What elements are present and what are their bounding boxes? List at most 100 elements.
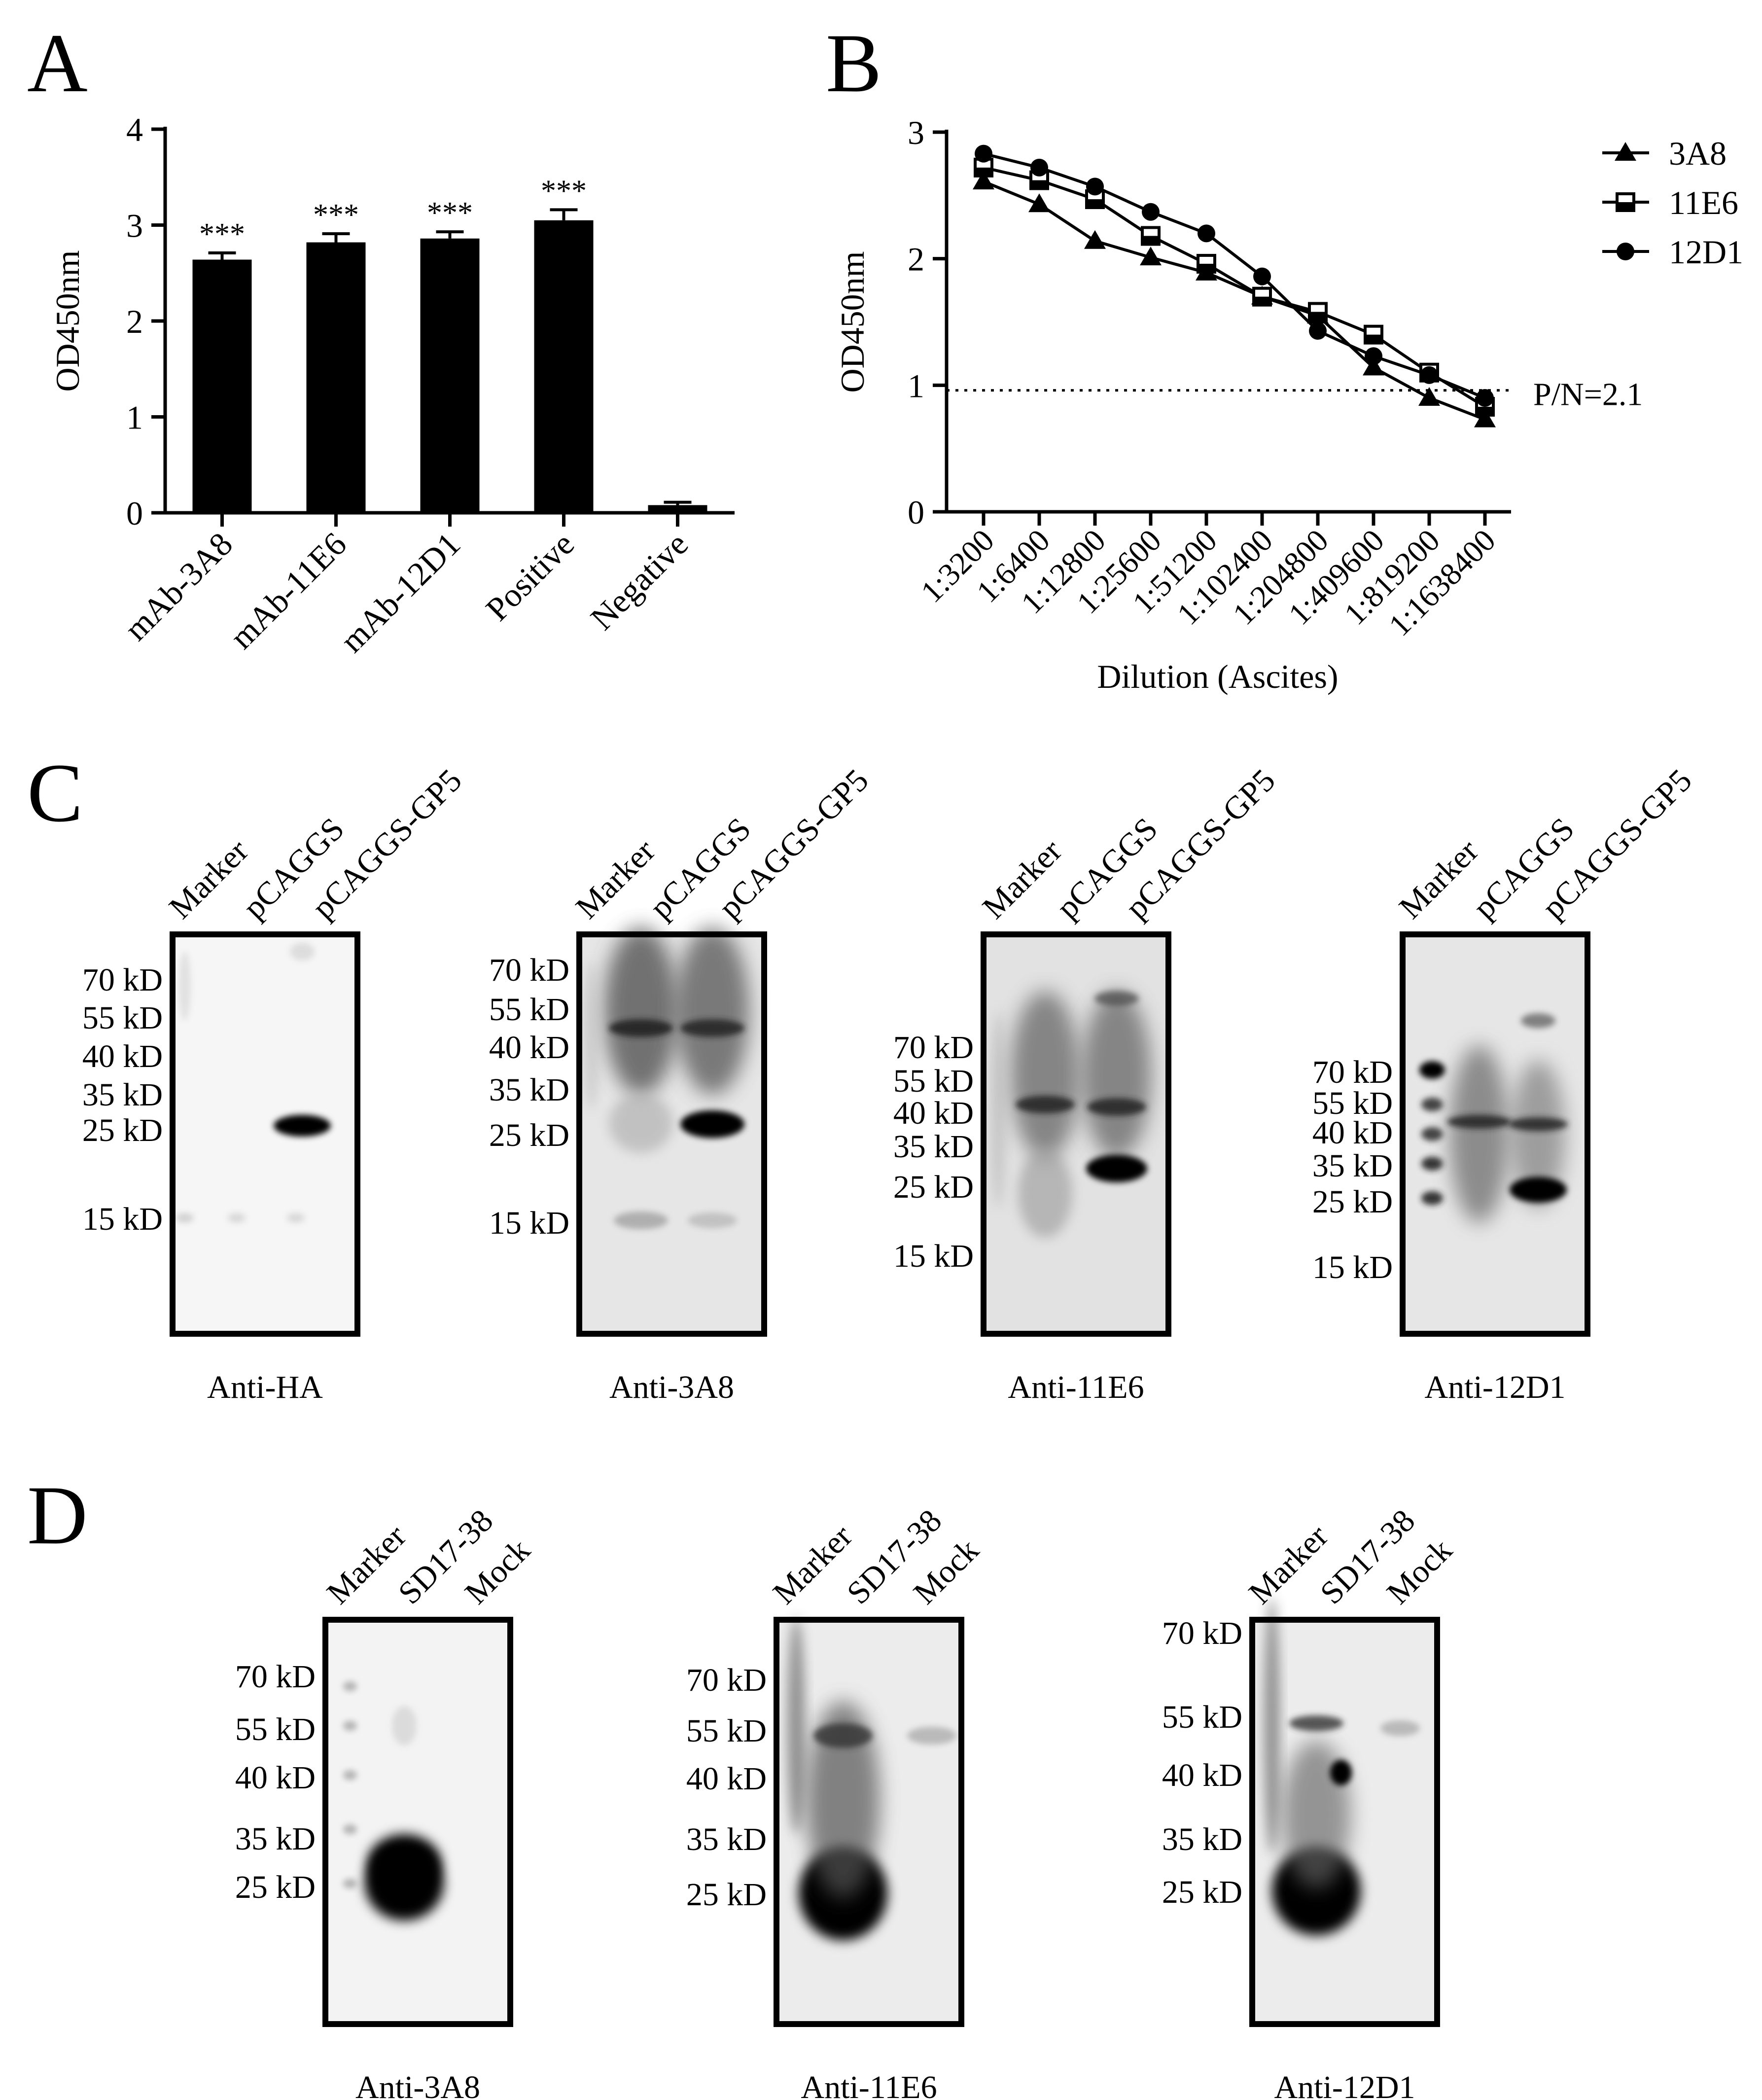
band [1330,1760,1352,1785]
panel-letter-b: B [826,17,881,109]
square-marker-fill [1254,296,1270,305]
marker-label: 40 kD [489,1030,569,1066]
band [290,943,315,961]
circle-marker [1198,224,1215,243]
series-line [983,180,1486,421]
x-tick-label: mAb-11E6 [222,525,353,656]
marker-label: 35 kD [1312,1148,1393,1184]
band [343,1770,357,1780]
band [806,1701,880,1898]
blot-frame [170,931,360,1337]
circle-marker [1420,366,1438,384]
panel-letter-a: A [27,17,88,109]
band [1264,1598,1280,1854]
marker-label: 40 kD [1162,1757,1242,1793]
circle-marker [1253,267,1271,285]
blot-caption: Anti-12D1 [1274,2069,1415,2100]
band [688,1212,737,1228]
band [1380,1720,1420,1736]
circle-marker [1142,203,1160,221]
bar [648,505,707,513]
square-marker-fill [1365,334,1382,343]
marker-label: 25 kD [82,1112,163,1148]
line-chart-panel-b: 0123OD450nm1:32001:64001:128001:256001:5… [834,114,1743,695]
legend-label: 12D1 [1669,233,1743,271]
marker-label: 35 kD [1162,1821,1242,1857]
band [367,1834,441,1893]
x-axis-label: Dilution (Ascites) [1097,658,1338,695]
marker-label: 70 kD [686,1662,767,1698]
band-group [1264,1598,1420,1935]
lane-label: Marker [976,833,1069,926]
x-tick-label: Negative [583,525,695,637]
significance-label: *** [427,196,473,230]
y-tick-label: 2 [908,241,924,278]
lane-label: Marker [320,1518,413,1611]
y-axis-label: OD450nm [834,251,871,392]
band [1289,1715,1343,1731]
circle-marker [1086,178,1104,196]
panel-letter-d: D [27,1469,88,1562]
band [604,927,678,1095]
marker-label: 40 kD [235,1760,316,1796]
marker-label: 55 kD [893,1063,974,1099]
square-marker-fill [1198,263,1215,272]
blot-frame [981,931,1171,1337]
marker-label: 25 kD [893,1169,974,1205]
lane-label: Marker [569,833,662,926]
series-line [983,152,1486,399]
marker-label: 55 kD [686,1713,767,1749]
band-group [1419,1013,1568,1223]
band [1082,991,1151,1159]
triangle-marker [1363,356,1384,376]
band [287,1213,305,1223]
marker-label: 55 kD [489,992,569,1028]
marker-label: 40 kD [82,1038,163,1074]
marker-label: 70 kD [893,1030,974,1066]
y-tick-label: 4 [126,111,143,148]
band [1511,1060,1565,1208]
circle-marker [1030,158,1048,177]
marker-label: 70 kD [82,962,163,998]
x-tick-label: Positive [478,525,581,628]
marker-label: 35 kD [686,1821,767,1857]
band-group [584,927,749,1229]
bar [192,259,252,513]
blot-caption: Anti-3A8 [355,2069,480,2100]
band [343,1681,357,1691]
y-tick-label: 1 [908,367,924,404]
square-marker-fill [975,167,992,176]
square-marker-fill [1477,406,1493,415]
square-marker-fill [1142,236,1159,245]
blot-frame [576,931,767,1337]
y-tick-label: 2 [126,303,143,340]
band [609,1019,673,1037]
marker-label: 70 kD [489,952,569,988]
circle-marker [1309,321,1327,340]
significance-label: *** [541,174,587,208]
y-tick-label: 0 [908,494,924,531]
band [680,1110,744,1138]
marker-label: 70 kD [235,1659,316,1695]
blot-caption: Anti-12D1 [1425,1369,1566,1405]
marker-label: 55 kD [235,1711,316,1747]
circle-marker [975,144,992,163]
triangle-marker [1028,193,1050,213]
significance-label: *** [199,217,245,251]
band [813,1723,873,1748]
band-group [176,943,331,1223]
band [1509,1117,1568,1131]
blot-caption: Anti-HA [207,1369,323,1405]
band [907,1727,956,1744]
band [1421,1098,1443,1111]
band [1510,1177,1567,1203]
marker-label: 70 kD [1312,1054,1393,1090]
marker-label: 55 kD [1162,1699,1242,1735]
lane-label: Marker [1242,1518,1335,1611]
